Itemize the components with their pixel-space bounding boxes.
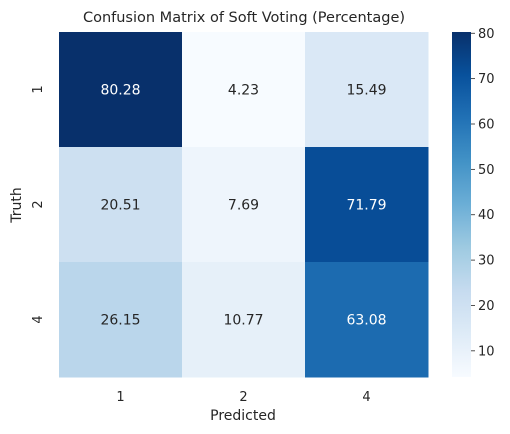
cell-value-label: 80.28 — [100, 83, 140, 99]
colorbar — [452, 32, 471, 377]
x-axis-ticks: 1 2 4 — [116, 390, 370, 405]
heatmap-cell — [182, 262, 306, 378]
cell-value-label: 15.49 — [346, 83, 386, 99]
x-tick-label: 4 — [362, 390, 370, 405]
heatmap-cell — [182, 147, 306, 263]
colorbar-ticks: 10 20 30 40 50 60 70 80 — [471, 27, 495, 359]
cell-value-label: 63.08 — [346, 313, 386, 329]
y-tick-label: 4 — [31, 315, 46, 323]
colorbar-tick-label: 50 — [478, 163, 495, 178]
y-axis-label: Truth — [9, 187, 25, 224]
cell-value-label: 10.77 — [223, 313, 263, 329]
y-tick-label: 1 — [31, 85, 46, 93]
cell-value-label: 7.69 — [228, 198, 259, 214]
heatmap-cell-labels: 80.28 4.23 15.49 20.51 7.69 71.79 26.15 10.77 63… — [100, 83, 386, 329]
colorbar-tick-label: 80 — [478, 27, 495, 42]
y-tick-label: 2 — [31, 200, 46, 208]
x-tick-label: 2 — [239, 390, 247, 405]
colorbar-tick-label: 70 — [478, 72, 495, 87]
cell-value-label: 20.51 — [100, 198, 140, 214]
cell-value-label: 26.15 — [100, 313, 140, 329]
heatmap-cell — [59, 262, 183, 378]
heatmap-cell — [305, 262, 429, 378]
heatmap-cell — [182, 32, 306, 148]
heatmap-cell — [59, 32, 183, 148]
colorbar-tick-label: 10 — [478, 344, 495, 359]
y-axis-ticks: 1 2 4 — [31, 85, 46, 323]
cell-value-label: 71.79 — [346, 198, 386, 214]
chart-title: Confusion Matrix of Soft Voting (Percent… — [83, 10, 405, 26]
colorbar-tick-label: 60 — [478, 118, 495, 133]
x-axis-label: Predicted — [210, 408, 276, 424]
colorbar-tick-label: 30 — [478, 254, 495, 269]
heatmap-cell — [305, 32, 429, 148]
colorbar-tick-label: 40 — [478, 208, 495, 223]
heatmap-cell — [305, 147, 429, 263]
heatmap-cell — [59, 147, 183, 263]
x-tick-label: 1 — [116, 390, 124, 405]
colorbar-tick-label: 20 — [478, 299, 495, 314]
heatmap-cells — [59, 32, 429, 378]
cell-value-label: 4.23 — [228, 83, 259, 99]
